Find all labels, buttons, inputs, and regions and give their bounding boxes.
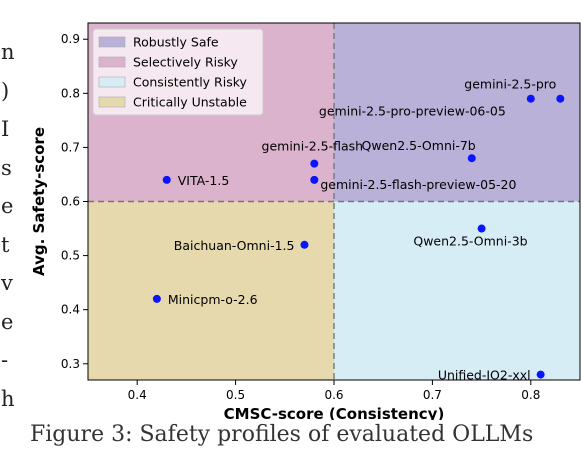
point-label: gemini-2.5-pro-preview-06-05	[319, 104, 506, 119]
margin-text-glyph: t	[1, 232, 10, 257]
axis-ticks: 0.4 0.5 0.6 0.7 0.8 0.3 0.4 0.5 0.6 0.7 0.8 0.9	[61, 32, 540, 402]
x-tick-label: 0.7	[423, 388, 442, 402]
point-label: Qwen2.5-Omni-3b	[413, 234, 527, 249]
data-point	[162, 175, 171, 184]
data-point	[556, 94, 565, 103]
point-label: Minicpm-o-2.6	[168, 292, 258, 307]
plot-frame	[87, 22, 581, 381]
margin-text-glyph: e	[1, 309, 14, 334]
legend-box	[92, 28, 264, 116]
y-tick-label: 0.6	[61, 195, 80, 209]
data-point	[310, 175, 319, 184]
point-label: Qwen2.5-Omni-7b	[362, 138, 476, 153]
point-label: Unified-IO2-xxl	[438, 368, 531, 383]
y-tick-label: 0.8	[61, 86, 80, 100]
legend-label: Robustly Safe	[133, 35, 219, 50]
x-tick-label: 0.8	[521, 388, 540, 402]
margin-text-glyph: v	[1, 271, 13, 295]
y-tick-label: 0.7	[61, 140, 80, 154]
legend-label: Selectively Risky	[133, 55, 238, 70]
quadrant-critically-unstable	[88, 201, 334, 380]
point-labels: gemini-2.5-pro gemini-2.5-pro-preview-06-…	[168, 77, 556, 383]
y-tick-label: 0.4	[61, 303, 80, 317]
data-point	[477, 224, 486, 233]
data-point	[467, 154, 476, 163]
margin-text-glyph: h	[1, 386, 15, 411]
margin-text-glyph: )	[1, 78, 10, 103]
point-label: gemini-2.5-pro	[464, 77, 556, 92]
quadrant-robustly-safe	[334, 23, 580, 202]
y-tick-label: 0.9	[61, 32, 80, 46]
x-axis-label: CMSC-score (Consistency)	[224, 405, 445, 420]
legend: Robustly Safe Selectively Risky Consistent…	[92, 28, 264, 116]
point-label: gemini-2.5-flash-preview-05-20	[320, 177, 516, 192]
data-point	[310, 159, 319, 168]
legend-swatch	[98, 76, 126, 88]
y-tick-label: 0.3	[61, 357, 80, 371]
y-tick-label: 0.5	[61, 249, 80, 263]
margin-text-glyph: e	[1, 194, 14, 218]
y-axis-label: Avg. Safety-score	[30, 127, 48, 276]
safety-scatter-chart: 0.4 0.5 0.6 0.7 0.8 0.3 0.4 0.5 0.6 0.7 0.8 0.9 gem…	[30, 22, 581, 420]
data-point	[526, 94, 535, 103]
margin-text-glyph: n	[1, 40, 15, 64]
point-label: VITA-1.5	[178, 173, 230, 188]
legend-swatch	[98, 56, 126, 68]
point-label: Baichuan-Omni-1.5	[174, 238, 295, 253]
data-point	[536, 370, 545, 379]
margin-text-glyph: s	[1, 155, 12, 180]
margin-text-glyph: -	[1, 348, 9, 372]
data-point	[152, 294, 161, 303]
threshold-lines	[88, 23, 580, 380]
x-tick-label: 0.6	[324, 388, 343, 402]
data-points	[152, 94, 565, 379]
legend-swatch	[98, 36, 126, 48]
legend-label: Critically Unstable	[133, 95, 247, 110]
x-tick-label: 0.4	[128, 388, 147, 402]
data-point	[300, 240, 309, 249]
x-tick-label: 0.5	[226, 388, 245, 402]
margin-text-glyph: I	[1, 117, 10, 141]
quadrant-consistently-risky	[334, 201, 580, 380]
legend-swatch	[98, 96, 126, 108]
figure-caption: Figure 3: Safety profiles of evaluated O…	[30, 422, 534, 447]
point-label: gemini-2.5-flash	[262, 139, 364, 154]
legend-label: Consistently Risky	[133, 75, 248, 90]
